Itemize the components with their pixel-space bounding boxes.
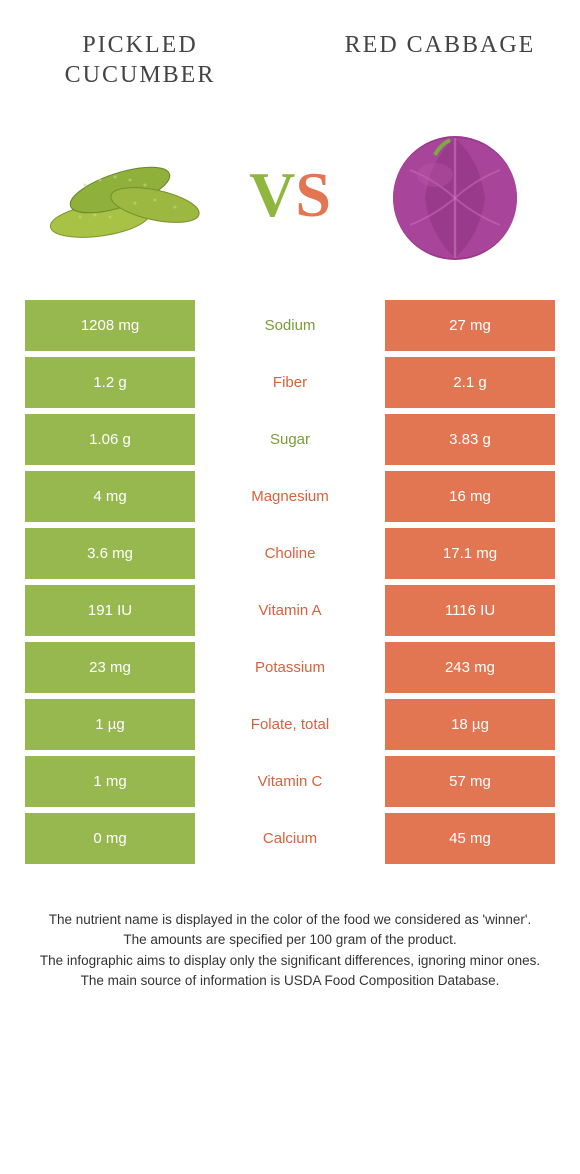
left-value: 1.2 g xyxy=(25,357,195,408)
nutrient-label: Magnesium xyxy=(195,471,385,522)
right-value: 16 mg xyxy=(385,471,555,522)
right-food-title: RED CABBAGE xyxy=(340,30,540,90)
table-row: 3.6 mgCholine17.1 mg xyxy=(25,528,555,579)
left-value: 1 mg xyxy=(25,756,195,807)
right-value: 17.1 mg xyxy=(385,528,555,579)
footer-notes: The nutrient name is displayed in the co… xyxy=(0,870,580,991)
nutrient-label: Potassium xyxy=(195,642,385,693)
table-row: 0 mgCalcium45 mg xyxy=(25,813,555,864)
left-value: 1.06 g xyxy=(25,414,195,465)
left-value: 23 mg xyxy=(25,642,195,693)
header: PICKLED CUCUMBER RED CABBAGE xyxy=(0,0,580,100)
images-row: VS xyxy=(0,100,580,300)
nutrient-label: Fiber xyxy=(195,357,385,408)
left-value: 191 IU xyxy=(25,585,195,636)
left-food-title: PICKLED CUCUMBER xyxy=(40,30,240,90)
table-row: 1208 mgSodium27 mg xyxy=(25,300,555,351)
right-value: 2.1 g xyxy=(385,357,555,408)
nutrient-label: Sugar xyxy=(195,414,385,465)
nutrient-table: 1208 mgSodium27 mg1.2 gFiber2.1 g1.06 gS… xyxy=(0,300,580,864)
left-value: 4 mg xyxy=(25,471,195,522)
nutrient-label: Vitamin C xyxy=(195,756,385,807)
pickled-cucumber-image xyxy=(45,120,205,270)
right-value: 57 mg xyxy=(385,756,555,807)
vs-label: VS xyxy=(249,158,331,232)
nutrient-label: Sodium xyxy=(195,300,385,351)
left-value: 3.6 mg xyxy=(25,528,195,579)
vs-v: V xyxy=(249,159,295,230)
table-row: 1.06 gSugar3.83 g xyxy=(25,414,555,465)
table-row: 1.2 gFiber2.1 g xyxy=(25,357,555,408)
table-row: 1 µgFolate, total18 µg xyxy=(25,699,555,750)
nutrient-label: Choline xyxy=(195,528,385,579)
red-cabbage-image xyxy=(375,120,535,270)
table-row: 191 IUVitamin A1116 IU xyxy=(25,585,555,636)
footer-line: The infographic aims to display only the… xyxy=(35,951,545,971)
footer-line: The amounts are specified per 100 gram o… xyxy=(35,930,545,950)
nutrient-label: Vitamin A xyxy=(195,585,385,636)
nutrient-label: Folate, total xyxy=(195,699,385,750)
right-value: 1116 IU xyxy=(385,585,555,636)
vs-s: S xyxy=(295,159,331,230)
right-value: 45 mg xyxy=(385,813,555,864)
left-value: 1208 mg xyxy=(25,300,195,351)
footer-line: The main source of information is USDA F… xyxy=(35,971,545,991)
right-value: 243 mg xyxy=(385,642,555,693)
footer-line: The nutrient name is displayed in the co… xyxy=(35,910,545,930)
right-value: 27 mg xyxy=(385,300,555,351)
table-row: 4 mgMagnesium16 mg xyxy=(25,471,555,522)
nutrient-label: Calcium xyxy=(195,813,385,864)
left-value: 1 µg xyxy=(25,699,195,750)
table-row: 23 mgPotassium243 mg xyxy=(25,642,555,693)
left-value: 0 mg xyxy=(25,813,195,864)
right-value: 3.83 g xyxy=(385,414,555,465)
right-value: 18 µg xyxy=(385,699,555,750)
table-row: 1 mgVitamin C57 mg xyxy=(25,756,555,807)
